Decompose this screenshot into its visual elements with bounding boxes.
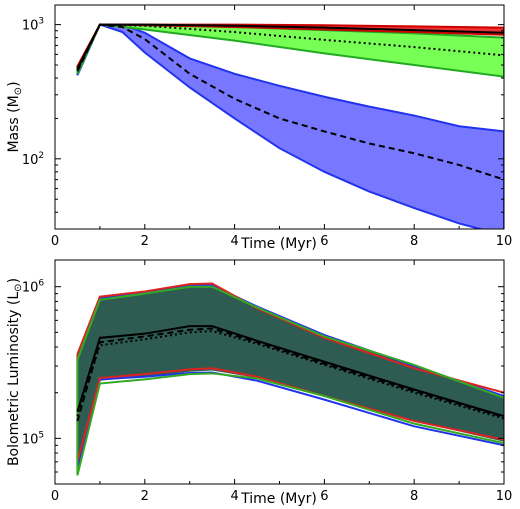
mass-panel: 0 2 4 6 8 10 103 102 Time (Myr) Mass (M⊙): [6, 4, 513, 252]
mass-x-axis-label: Time (Myr): [240, 236, 317, 252]
luminosity-lower-edge-2: [76, 372, 504, 476]
luminosity-upper-edge-1: [76, 282, 504, 394]
luminosity-x-axis-label: Time (Myr): [240, 491, 317, 507]
mass-y-tick-label: 103: [22, 17, 44, 34]
luminosity-x-tick-label: 6: [320, 489, 328, 504]
mass-y-tick-label: 102: [22, 151, 44, 168]
luminosity-x-tick-label: 2: [141, 489, 149, 504]
luminosity-upper-edge-2: [76, 285, 504, 399]
luminosity-y-tick-label: 106: [22, 279, 45, 296]
luminosity-x-tick-label: 8: [410, 489, 418, 504]
mass-line-solid: [76, 23, 504, 70]
luminosity-lower-edge-1: [76, 367, 504, 463]
luminosity-line-dashed: [76, 327, 504, 422]
mass-y-axis-label: Mass (M⊙): [6, 81, 24, 152]
mass-x-tick-label: 6: [320, 234, 328, 249]
mass-line-dashed: [76, 23, 504, 181]
luminosity-x-tick-label: 4: [230, 489, 238, 504]
luminosity-line-solid: [76, 325, 504, 418]
mass-x-tick-label: 2: [141, 234, 149, 249]
mass-x-tick-label: 8: [410, 234, 418, 249]
luminosity-x-tick-label: 10: [496, 489, 513, 504]
mass-x-tick-label: 10: [496, 234, 513, 249]
mass-band-0: [76, 23, 504, 229]
luminosity-band: [77, 284, 504, 472]
luminosity-y-axis-label: Bolometric Luminosity (L⊙): [6, 278, 24, 466]
luminosity-panel: 0 2 4 6 8 10 106 105 Time (Myr) Bolometric Lum…: [6, 259, 513, 507]
mass-x-tick-label: 4: [230, 234, 238, 249]
luminosity-x-tick-label: 0: [51, 489, 59, 504]
mass-x-tick-label: 0: [51, 234, 59, 249]
luminosity-y-tick-label: 105: [22, 430, 44, 447]
